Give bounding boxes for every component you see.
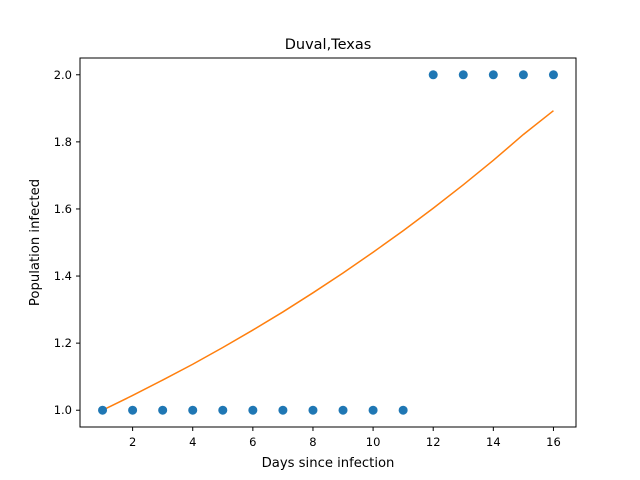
chart-title: Duval,Texas (285, 37, 372, 53)
y-axis-label: Population infected (28, 179, 43, 306)
data-point (158, 405, 168, 415)
data-point (218, 405, 228, 415)
data-point (458, 70, 468, 80)
data-point (338, 405, 348, 415)
data-point (548, 70, 558, 80)
y-tick-label: 2.0 (54, 68, 72, 82)
data-point (188, 405, 198, 415)
fit-curve-line (102, 110, 554, 411)
y-tick-label: 1.8 (54, 135, 72, 149)
x-tick-label: 2 (129, 435, 136, 449)
data-point (278, 405, 288, 415)
y-tick-label: 1.0 (54, 403, 72, 417)
plot-area (98, 70, 558, 415)
x-axis-ticks: 2 4 6 8 10 12 14 16 (129, 427, 561, 449)
x-tick-label: 12 (426, 435, 441, 449)
y-tick-label: 1.2 (54, 336, 72, 350)
data-point (518, 70, 528, 80)
data-point (98, 405, 108, 415)
data-point (128, 405, 138, 415)
axes-frame (79, 57, 577, 428)
y-tick-label: 1.6 (54, 202, 72, 216)
x-tick-label: 10 (366, 435, 381, 449)
x-tick-label: 6 (249, 435, 256, 449)
x-tick-label: 4 (189, 435, 196, 449)
data-point (398, 405, 408, 415)
data-point (308, 405, 318, 415)
data-point (368, 405, 378, 415)
x-tick-label: 16 (546, 435, 561, 449)
data-point (428, 70, 438, 80)
y-tick-label: 1.4 (54, 269, 72, 283)
x-tick-label: 14 (486, 435, 501, 449)
x-tick-label: 8 (309, 435, 316, 449)
data-point (248, 405, 258, 415)
x-axis-label: Days since infection (262, 456, 395, 471)
data-point (488, 70, 498, 80)
y-axis-ticks: 1.0 1.2 1.4 1.6 1.8 2.0 (54, 68, 80, 417)
